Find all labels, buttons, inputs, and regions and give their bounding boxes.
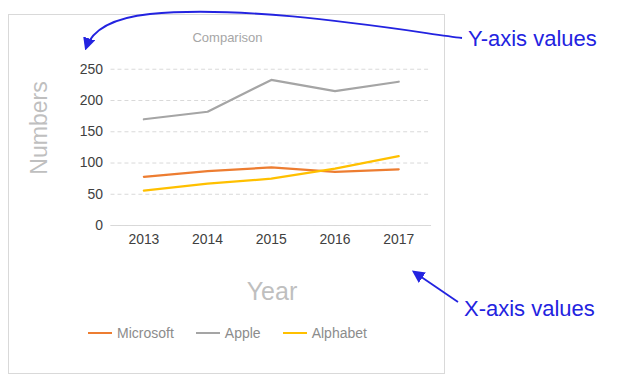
- html-text:Year: Year: [246, 277, 298, 305]
- html-text:Microsoft: Microsoft: [117, 325, 174, 341]
- svg-text:50: 50: [88, 186, 104, 202]
- html-text:Y-axis values: Y-axis values: [468, 26, 597, 51]
- svg-text:250: 250: [80, 61, 103, 77]
- html-text:Apple: Apple: [224, 325, 261, 341]
- html-text:Numbers: Numbers: [25, 81, 52, 175]
- svg-text:100: 100: [80, 154, 103, 170]
- html-text:Comparison: Comparison: [192, 30, 263, 45]
- html-text:X-axis values: X-axis values: [464, 296, 595, 321]
- svg-text:150: 150: [80, 123, 103, 139]
- svg-text:2013: 2013: [128, 231, 159, 247]
- svg-text:0: 0: [95, 217, 103, 233]
- svg-text:2016: 2016: [320, 231, 351, 247]
- html-text:Alphabet: Alphabet: [311, 325, 367, 341]
- svg-text:200: 200: [80, 92, 103, 108]
- svg-text:2017: 2017: [383, 231, 414, 247]
- svg-text:2014: 2014: [192, 231, 223, 247]
- svg-text:2015: 2015: [256, 231, 287, 247]
